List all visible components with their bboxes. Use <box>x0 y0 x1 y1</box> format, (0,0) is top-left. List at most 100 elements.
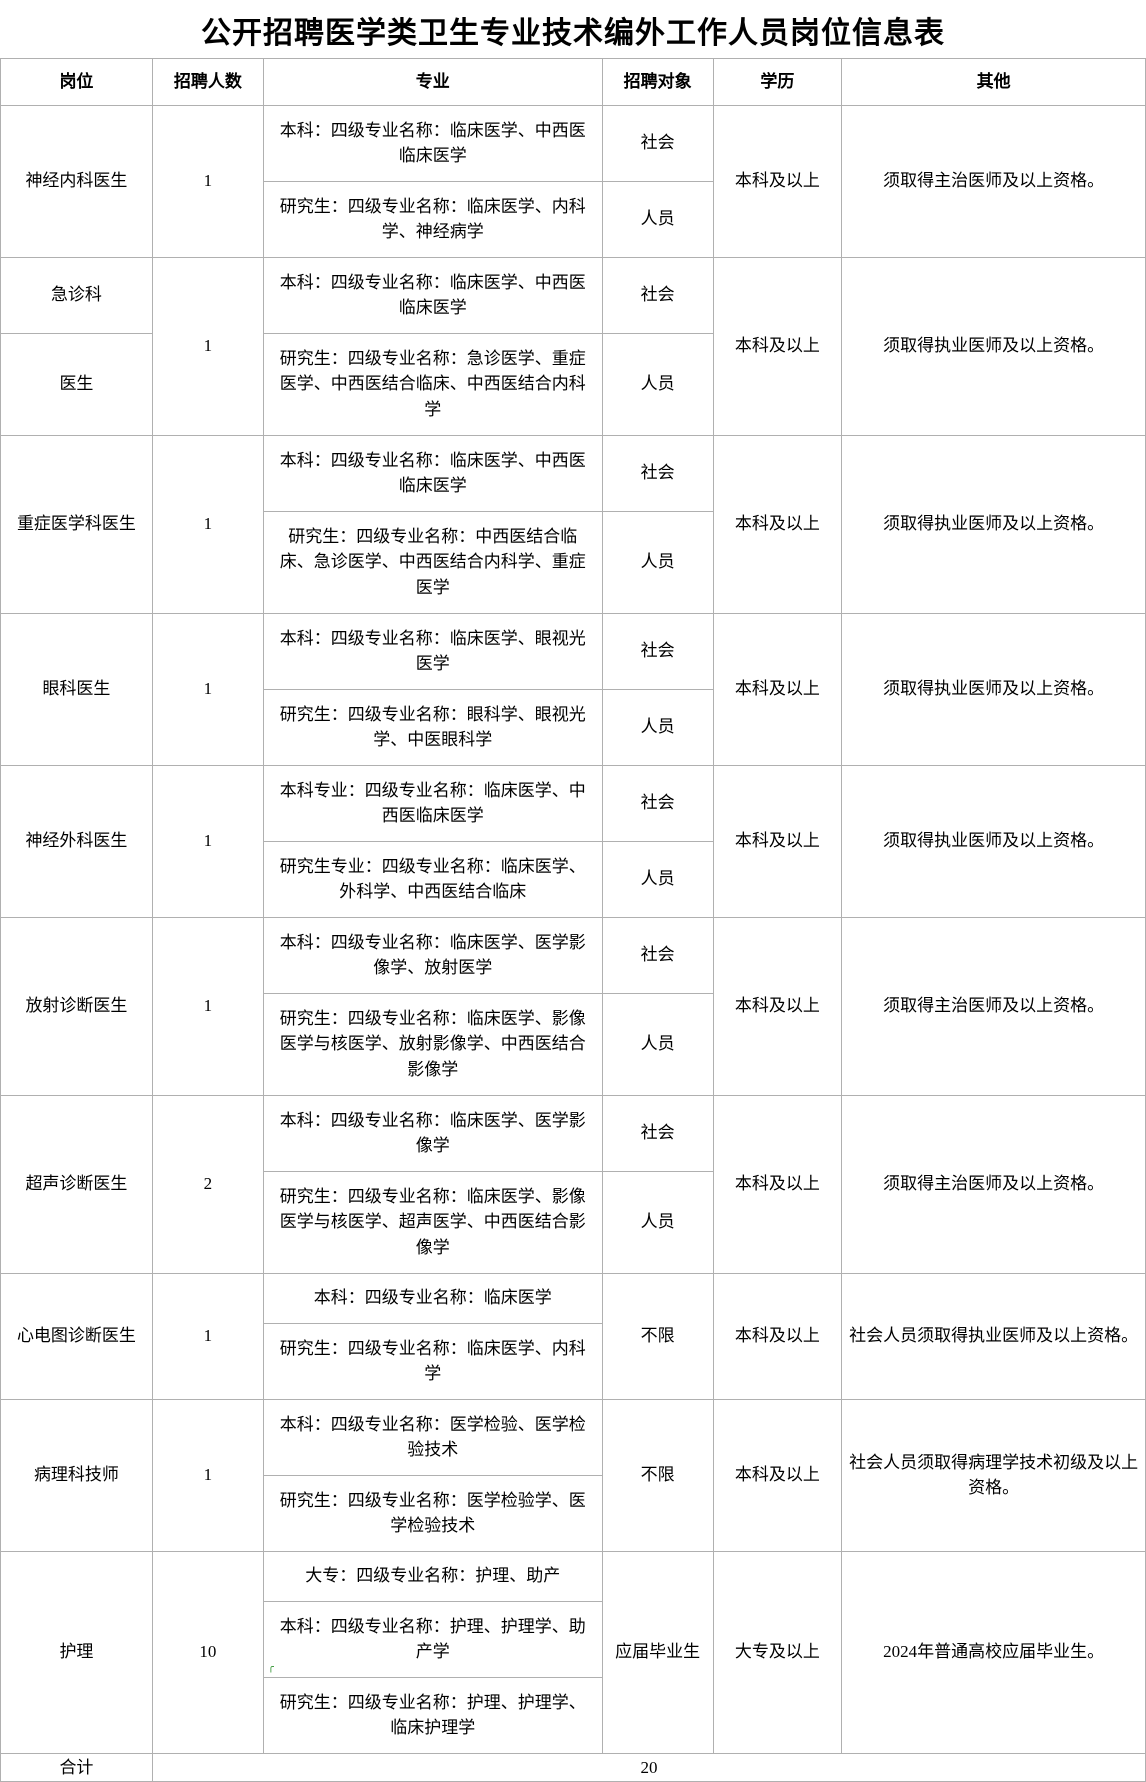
cell-count: 1 <box>152 1399 263 1551</box>
cell-other: 须取得执业医师及以上资格。 <box>842 765 1146 917</box>
cell-edu: 本科及以上 <box>713 917 842 1095</box>
cell-position: 心电图诊断医生 <box>1 1273 153 1399</box>
cell-target: 人员 <box>602 993 713 1095</box>
cell-other: 须取得主治医师及以上资格。 <box>842 917 1146 1095</box>
table-row: 放射诊断医生1本科：四级专业名称：临床医学、医学影像学、放射医学社会本科及以上须… <box>1 917 1146 993</box>
cell-target: 社会 <box>602 435 713 511</box>
cell-edu: 本科及以上 <box>713 435 842 613</box>
cell-target: 社会 <box>602 257 713 333</box>
cell-other: 须取得主治医师及以上资格。 <box>842 1095 1146 1273</box>
cell-position: 放射诊断医生 <box>1 917 153 1095</box>
cell-count: 1 <box>152 435 263 613</box>
cell-major: 本科：四级专业名称：医学检验、医学检验技术 <box>263 1399 602 1475</box>
cell-edu: 本科及以上 <box>713 1095 842 1273</box>
cell-count: 10 <box>152 1551 263 1753</box>
cell-other: 须取得执业医师及以上资格。 <box>842 435 1146 613</box>
cell-count: 1 <box>152 1273 263 1399</box>
cell-target: 社会 <box>602 1095 713 1171</box>
cell-other: 2024年普通高校应届毕业生。 <box>842 1551 1146 1753</box>
cell-target: 人员 <box>602 689 713 765</box>
cell-count: 1 <box>152 105 263 257</box>
cell-major: 本科：四级专业名称：护理、护理学、助产学╭ <box>263 1601 602 1677</box>
tick-mark-icon: ╭ <box>268 1660 274 1675</box>
cell-position: 病理科技师 <box>1 1399 153 1551</box>
cell-major: 研究生：四级专业名称：临床医学、内科学、神经病学 <box>263 181 602 257</box>
cell-position: 护理 <box>1 1551 153 1753</box>
col-position: 岗位 <box>1 59 153 106</box>
cell-major: 研究生专业：四级专业名称：临床医学、外科学、中西医结合临床 <box>263 841 602 917</box>
cell-major: 本科：四级专业名称：临床医学、眼视光医学 <box>263 613 602 689</box>
cell-position: 神经外科医生 <box>1 765 153 917</box>
cell-other: 须取得执业医师及以上资格。 <box>842 257 1146 435</box>
cell-count: 1 <box>152 765 263 917</box>
cell-major: 本科：四级专业名称：临床医学、医学影像学、放射医学 <box>263 917 602 993</box>
cell-edu: 本科及以上 <box>713 105 842 257</box>
table-row: 超声诊断医生2本科：四级专业名称：临床医学、医学影像学社会本科及以上须取得主治医… <box>1 1095 1146 1171</box>
cell-major: 研究生：四级专业名称：临床医学、内科学 <box>263 1323 602 1399</box>
table-row: 病理科技师1本科：四级专业名称：医学检验、医学检验技术不限本科及以上社会人员须取… <box>1 1399 1146 1475</box>
cell-count: 1 <box>152 613 263 765</box>
cell-major: 研究生：四级专业名称：护理、护理学、临床护理学 <box>263 1677 602 1753</box>
cell-target: 人员 <box>602 841 713 917</box>
cell-major: 本科：四级专业名称：临床医学、中西医临床医学 <box>263 257 602 333</box>
cell-other: 须取得执业医师及以上资格。 <box>842 613 1146 765</box>
page-title: 公开招聘医学类卫生专业技术编外工作人员岗位信息表 <box>0 8 1146 52</box>
cell-major: 本科：四级专业名称：临床医学 <box>263 1273 602 1323</box>
cell-target: 社会 <box>602 613 713 689</box>
position-table: 岗位 招聘人数 专业 招聘对象 学历 其他 神经内科医生1本科：四级专业名称：临… <box>0 58 1146 1782</box>
cell-major: 本科：四级专业名称：临床医学、中西医临床医学 <box>263 435 602 511</box>
cell-count: 2 <box>152 1095 263 1273</box>
cell-other: 须取得主治医师及以上资格。 <box>842 105 1146 257</box>
cell-position: 神经内科医生 <box>1 105 153 257</box>
cell-target: 人员 <box>602 511 713 613</box>
cell-position: 眼科医生 <box>1 613 153 765</box>
cell-count: 1 <box>152 917 263 1095</box>
cell-position: 重症医学科医生 <box>1 435 153 613</box>
footer-total: 20 <box>152 1753 1145 1782</box>
cell-target: 社会 <box>602 765 713 841</box>
footer-label: 合计 <box>1 1753 153 1782</box>
col-edu: 学历 <box>713 59 842 106</box>
cell-target: 社会 <box>602 105 713 181</box>
col-other: 其他 <box>842 59 1146 106</box>
cell-major: 研究生：四级专业名称：临床医学、影像医学与核医学、放射影像学、中西医结合影像学 <box>263 993 602 1095</box>
cell-other: 社会人员须取得执业医师及以上资格。 <box>842 1273 1146 1399</box>
cell-target: 应届毕业生 <box>602 1551 713 1753</box>
cell-edu: 本科及以上 <box>713 1273 842 1399</box>
cell-major: 研究生：四级专业名称：临床医学、影像医学与核医学、超声医学、中西医结合影像学 <box>263 1171 602 1273</box>
cell-major: 本科：四级专业名称：临床医学、医学影像学 <box>263 1095 602 1171</box>
table-row: 心电图诊断医生1本科：四级专业名称：临床医学不限本科及以上社会人员须取得执业医师… <box>1 1273 1146 1323</box>
cell-position: 医生 <box>1 333 153 435</box>
cell-major: 大专：四级专业名称：护理、助产 <box>263 1551 602 1601</box>
cell-major: 本科：四级专业名称：临床医学、中西医临床医学 <box>263 105 602 181</box>
table-row: 眼科医生1本科：四级专业名称：临床医学、眼视光医学社会本科及以上须取得执业医师及… <box>1 613 1146 689</box>
table-row: 神经外科医生1本科专业：四级专业名称：临床医学、中西医临床医学社会本科及以上须取… <box>1 765 1146 841</box>
col-major: 专业 <box>263 59 602 106</box>
col-count: 招聘人数 <box>152 59 263 106</box>
cell-edu: 本科及以上 <box>713 1399 842 1551</box>
cell-major: 研究生：四级专业名称：医学检验学、医学检验技术 <box>263 1475 602 1551</box>
table-footer-row: 合计20 <box>1 1753 1146 1782</box>
cell-position: 急诊科 <box>1 257 153 333</box>
cell-target: 人员 <box>602 1171 713 1273</box>
cell-target: 不限 <box>602 1399 713 1551</box>
table-row: 护理10大专：四级专业名称：护理、助产应届毕业生大专及以上2024年普通高校应届… <box>1 1551 1146 1601</box>
cell-count: 1 <box>152 257 263 435</box>
cell-major: 研究生：四级专业名称：眼科学、眼视光学、中医眼科学 <box>263 689 602 765</box>
table-row: 急诊科1本科：四级专业名称：临床医学、中西医临床医学社会本科及以上须取得执业医师… <box>1 257 1146 333</box>
cell-edu: 本科及以上 <box>713 613 842 765</box>
cell-other: 社会人员须取得病理学技术初级及以上资格。 <box>842 1399 1146 1551</box>
cell-edu: 本科及以上 <box>713 257 842 435</box>
cell-major: 研究生：四级专业名称：中西医结合临床、急诊医学、中西医结合内科学、重症医学 <box>263 511 602 613</box>
cell-target: 社会 <box>602 917 713 993</box>
cell-target: 不限 <box>602 1273 713 1399</box>
cell-target: 人员 <box>602 181 713 257</box>
cell-position: 超声诊断医生 <box>1 1095 153 1273</box>
cell-target: 人员 <box>602 333 713 435</box>
cell-edu: 大专及以上 <box>713 1551 842 1753</box>
table-row: 神经内科医生1本科：四级专业名称：临床医学、中西医临床医学社会本科及以上须取得主… <box>1 105 1146 181</box>
cell-major: 研究生：四级专业名称：急诊医学、重症医学、中西医结合临床、中西医结合内科学 <box>263 333 602 435</box>
col-target: 招聘对象 <box>602 59 713 106</box>
table-header-row: 岗位 招聘人数 专业 招聘对象 学历 其他 <box>1 59 1146 106</box>
table-row: 重症医学科医生1本科：四级专业名称：临床医学、中西医临床医学社会本科及以上须取得… <box>1 435 1146 511</box>
